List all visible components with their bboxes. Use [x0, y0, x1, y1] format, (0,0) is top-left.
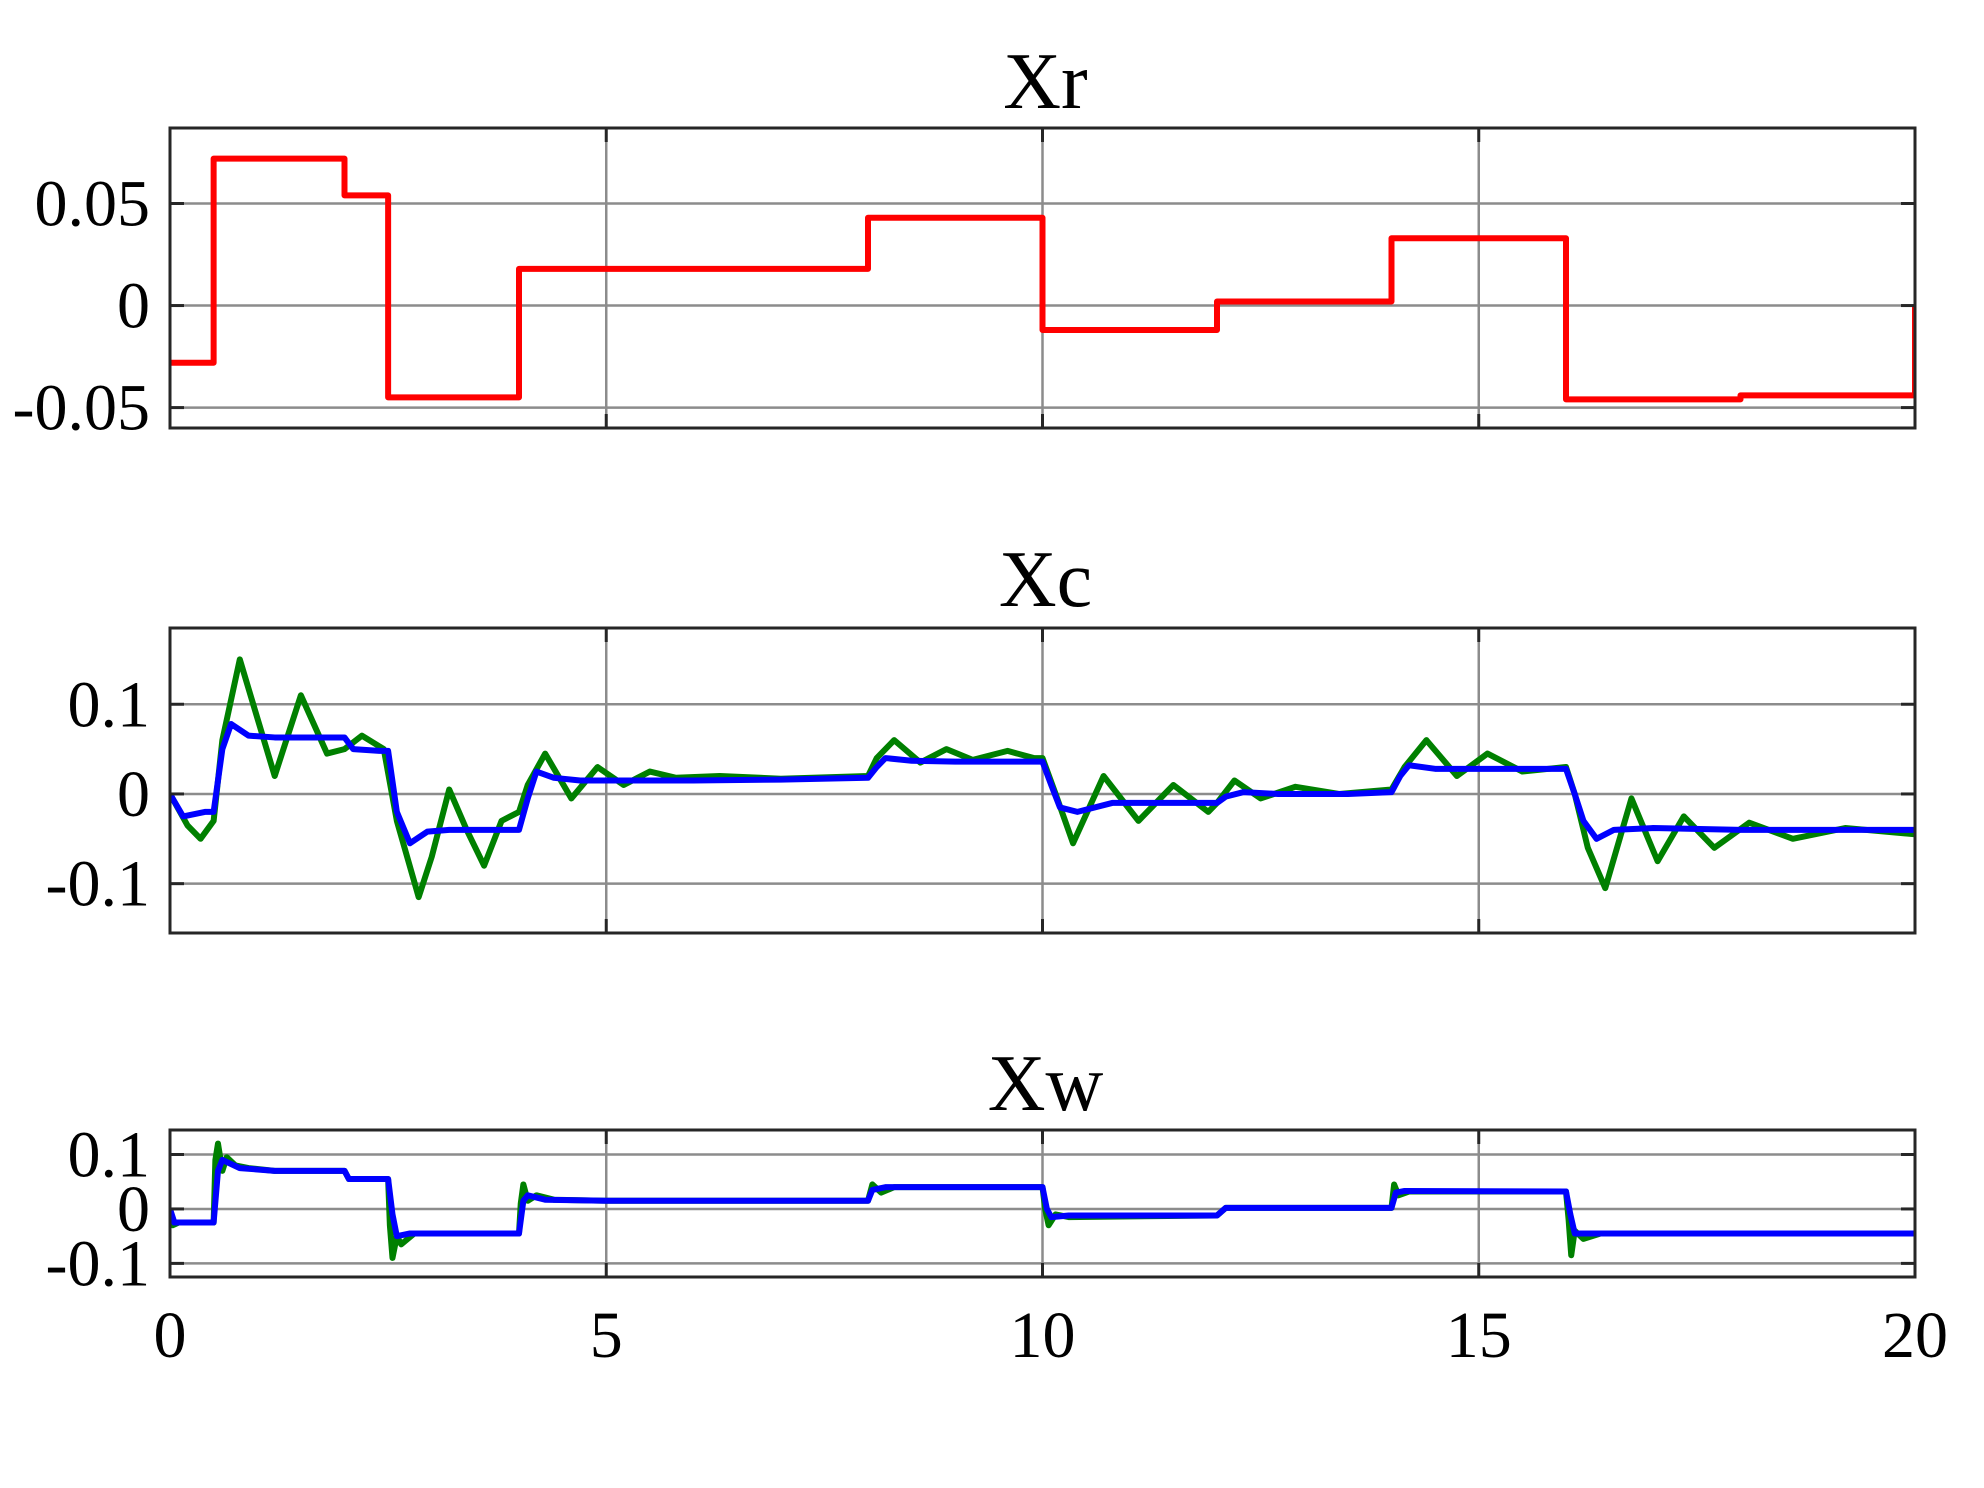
y-tick-label: 0	[117, 758, 150, 831]
y-tick-label: 0	[117, 270, 150, 343]
series-group	[170, 656, 1915, 901]
series-group	[170, 1140, 1915, 1261]
y-tick-label: -0.1	[46, 1227, 150, 1300]
y-tick-label: -0.1	[46, 848, 150, 921]
x-tick-label: 0	[154, 1299, 187, 1372]
subplot-title: Xc	[999, 536, 1092, 624]
y-tick-label: 0.1	[68, 668, 151, 741]
series-group	[170, 155, 1915, 403]
subplot-title: Xr	[1003, 38, 1087, 126]
y-tick-label: 0	[117, 1173, 150, 1246]
subplot-xc: -0.1 0 0.1 Xc	[46, 536, 1917, 935]
x-tick-label: 20	[1882, 1299, 1948, 1372]
series-line-0	[170, 155, 1915, 403]
y-tick-label: 0.1	[68, 1119, 151, 1192]
subplot-title: Xw	[988, 1040, 1104, 1128]
x-tick-label: 5	[590, 1299, 623, 1372]
y-tick-label: -0.05	[13, 372, 150, 445]
series-line-1	[170, 720, 1915, 847]
x-tick-label: 10	[1010, 1299, 1076, 1372]
series-line-1	[170, 1156, 1915, 1240]
x-tick-label: 15	[1446, 1299, 1512, 1372]
subplot-xr: -0.05 0 0.05 Xr	[13, 38, 1917, 445]
y-tick-label: 0.05	[35, 168, 151, 241]
